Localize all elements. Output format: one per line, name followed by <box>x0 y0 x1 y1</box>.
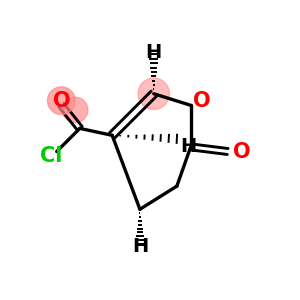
Text: O: O <box>52 91 70 111</box>
Text: H: H <box>180 137 196 156</box>
Text: H: H <box>132 237 148 256</box>
Text: O: O <box>194 91 211 111</box>
Circle shape <box>62 97 88 123</box>
Text: H: H <box>146 43 162 62</box>
Circle shape <box>47 87 75 115</box>
Circle shape <box>138 78 169 110</box>
Text: Cl: Cl <box>40 146 62 166</box>
Text: O: O <box>233 142 250 161</box>
